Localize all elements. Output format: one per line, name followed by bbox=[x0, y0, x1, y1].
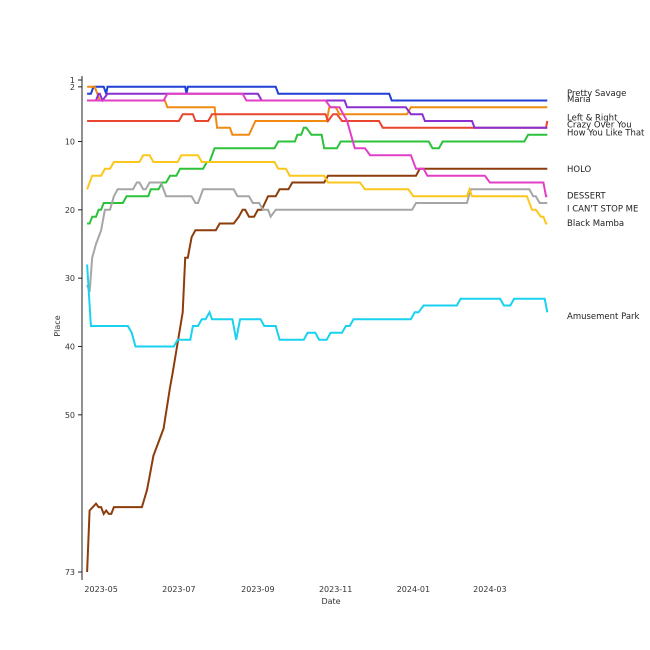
y-tick-label: 50 bbox=[65, 411, 75, 420]
series-line-amusement-park bbox=[86, 264, 549, 348]
x-tick-label: 2024-03 bbox=[473, 585, 506, 594]
x-axis-title: Date bbox=[321, 597, 340, 606]
series-line-left-right bbox=[87, 113, 549, 129]
series-label: DESSERT bbox=[567, 191, 606, 201]
series-label: Crazy Over You bbox=[567, 120, 632, 130]
series-line-i-can-t-stop-me bbox=[86, 181, 548, 293]
series-line-crazy-over-you bbox=[87, 92, 548, 129]
y-tick-label: 30 bbox=[65, 274, 75, 283]
series-line-how-you-like-that bbox=[87, 126, 548, 225]
y-axis-title: Place bbox=[53, 315, 62, 336]
x-tick-label: 2024-01 bbox=[397, 585, 430, 594]
series-line-dessert bbox=[87, 92, 548, 198]
series-lines bbox=[86, 85, 549, 573]
series-label: Pretty Savage bbox=[567, 89, 626, 99]
y-tick-label: 2 bbox=[70, 83, 75, 92]
y-tick-label: 10 bbox=[65, 138, 75, 147]
series-label: I CAN'T STOP ME bbox=[567, 204, 638, 214]
x-tick-label: 2023-05 bbox=[84, 585, 117, 594]
series-label: How You Like That bbox=[567, 129, 645, 139]
x-tick-label: 2023-09 bbox=[241, 585, 274, 594]
x-tick-label: 2023-11 bbox=[319, 585, 352, 594]
series-line-black-mamba bbox=[86, 154, 548, 225]
y-ticks: 12 10 20 30 40 50 73 bbox=[65, 76, 82, 577]
series-line-holo bbox=[86, 167, 548, 573]
series-label: Amusement Park bbox=[567, 312, 640, 322]
y-tick-label: 40 bbox=[65, 343, 75, 352]
x-tick-label: 2023-07 bbox=[162, 585, 195, 594]
y-tick-label: 1 bbox=[70, 76, 75, 85]
series-label: HOLO bbox=[567, 165, 592, 175]
series-label: Black Mamba bbox=[567, 219, 624, 229]
series-label: Left & Right bbox=[567, 114, 618, 124]
y-tick-label: 20 bbox=[65, 206, 75, 215]
y-tick-label: 73 bbox=[65, 568, 75, 577]
x-ticks: 2023-05 2023-07 2023-09 2023-11 2024-01 2024-… bbox=[84, 585, 506, 594]
series-label: Maria bbox=[567, 95, 591, 105]
